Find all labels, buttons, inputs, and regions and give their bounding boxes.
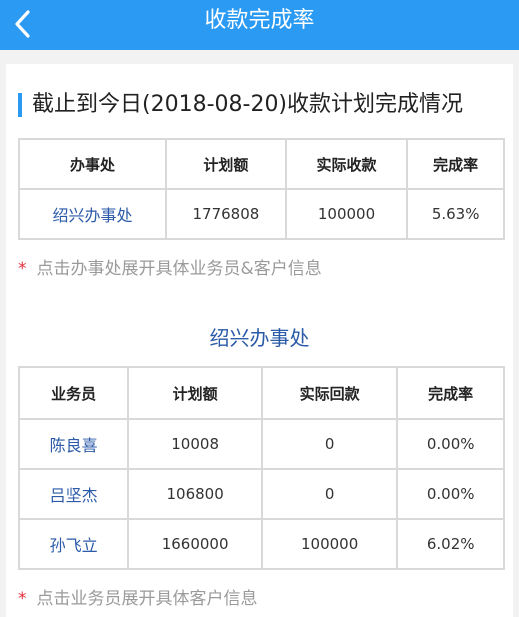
staff-detail-table: 业务员 计划额 实际回款 完成率 陈良喜 10008 0 0.00% 吕坚杰 1… [17, 366, 505, 570]
column-header-actual: 实际回款 [260, 366, 399, 420]
plan-cell: 106800 [127, 468, 263, 520]
hint-asterisk: * [18, 589, 27, 609]
table-row[interactable]: 陈良喜 10008 0 0.00% [17, 418, 505, 470]
column-header-actual: 实际收款 [284, 138, 409, 190]
plan-cell: 1776808 [165, 188, 287, 240]
salesperson-name-cell[interactable]: 陈良喜 [17, 418, 130, 470]
actual-cell: 0 [260, 468, 399, 520]
summary-title: 截止到今日(2018-08-20)收款计划完成情况 [32, 92, 464, 117]
column-header-salesperson: 业务员 [17, 366, 130, 420]
rate-cell: 5.63% [406, 188, 505, 240]
content-card: 截止到今日(2018-08-20)收款计划完成情况 办事处 计划额 实际收款 完… [6, 64, 513, 617]
plan-cell: 1660000 [127, 518, 263, 570]
column-header-office: 办事处 [17, 138, 168, 190]
office-name-cell[interactable]: 绍兴办事处 [17, 188, 168, 240]
salesperson-name-cell[interactable]: 吕坚杰 [17, 468, 130, 520]
actual-cell: 0 [260, 418, 399, 470]
rate-cell: 0.00% [396, 418, 505, 470]
office-hint: * 点击办事处展开具体业务员&客户信息 [18, 254, 322, 279]
plan-cell: 10008 [127, 418, 263, 470]
hint-text: 点击办事处展开具体业务员&客户信息 [36, 259, 322, 279]
chevron-left-icon [15, 10, 30, 38]
column-header-plan: 计划额 [165, 138, 287, 190]
salesperson-hint: * 点击业务员展开具体客户信息 [18, 584, 258, 609]
table-row[interactable]: 吕坚杰 106800 0 0.00% [17, 468, 505, 520]
rate-cell: 6.02% [396, 518, 505, 570]
actual-cell: 100000 [260, 518, 399, 570]
office-detail-title: 绍兴办事处 [209, 326, 310, 350]
rate-cell: 0.00% [396, 468, 505, 520]
table-row[interactable]: 孙飞立 1660000 100000 6.02% [17, 518, 505, 570]
table-row[interactable]: 绍兴办事处 1776808 100000 5.63% [17, 188, 505, 240]
office-summary-table: 办事处 计划额 实际收款 完成率 绍兴办事处 1776808 100000 5.… [17, 138, 505, 240]
hint-asterisk: * [18, 259, 27, 279]
salesperson-name-cell[interactable]: 孙飞立 [17, 518, 130, 570]
table-header-row: 办事处 计划额 实际收款 完成率 [17, 138, 505, 190]
back-button[interactable] [10, 8, 36, 40]
nav-bar: 收款完成率 [0, 0, 519, 50]
column-header-plan: 计划额 [127, 366, 263, 420]
hint-text: 点击业务员展开具体客户信息 [36, 589, 258, 609]
column-header-rate: 完成率 [406, 138, 505, 190]
actual-cell: 100000 [284, 188, 409, 240]
column-header-rate: 完成率 [396, 366, 505, 420]
page-title: 收款完成率 [204, 8, 315, 33]
heading-accent-bar [18, 93, 22, 117]
table-header-row: 业务员 计划额 实际回款 完成率 [17, 366, 505, 420]
